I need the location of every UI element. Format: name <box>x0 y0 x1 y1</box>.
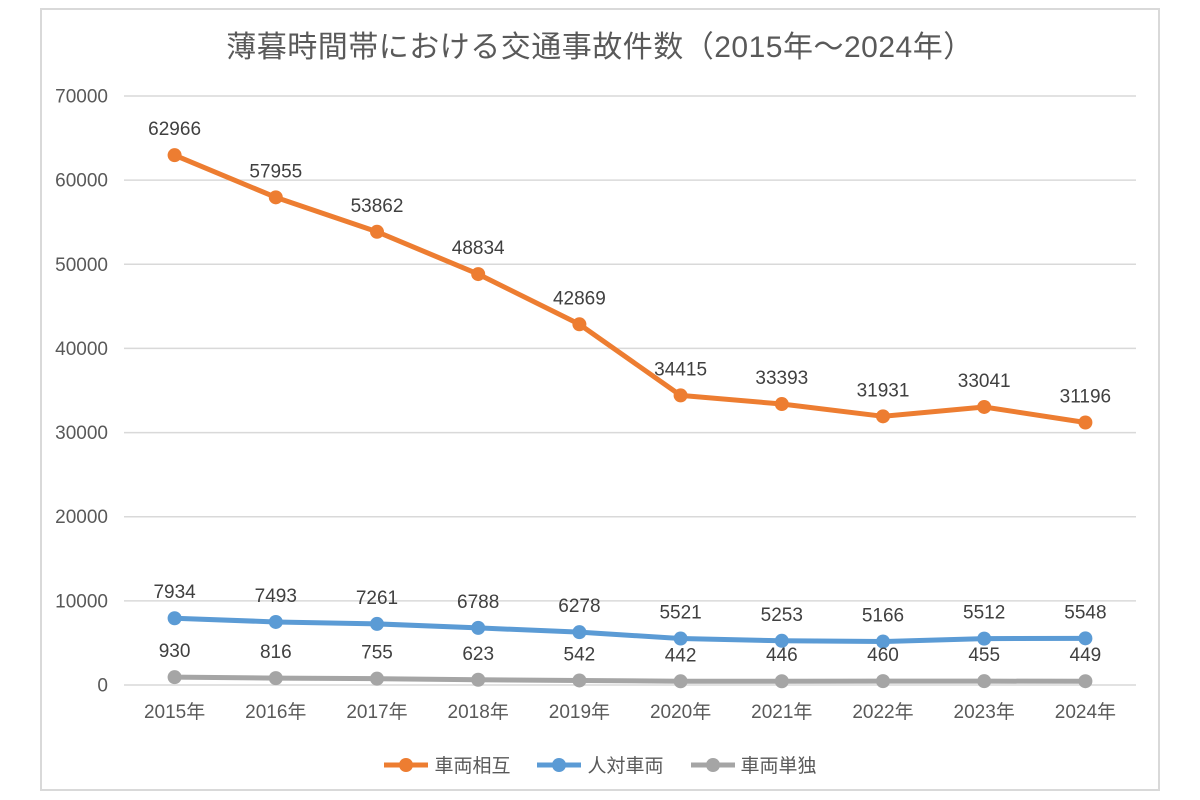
data-point-marker <box>774 674 789 689</box>
y-axis-tick-label: 0 <box>97 676 108 697</box>
data-point-marker <box>876 674 890 689</box>
data-label: 31931 <box>857 380 910 401</box>
series-line <box>173 152 1086 425</box>
x-axis-tick-label: 2015年 <box>144 701 205 723</box>
data-label: 62966 <box>148 119 201 140</box>
data-point-marker <box>673 631 688 646</box>
x-axis-tick-label: 2020年 <box>650 701 711 723</box>
x-axis-tick-label: 2017年 <box>346 701 407 723</box>
data-point-marker <box>471 620 486 635</box>
y-axis-tick-label: 60000 <box>55 171 108 192</box>
data-point-marker <box>1078 674 1093 689</box>
data-label: 6278 <box>558 596 600 617</box>
data-label: 31196 <box>1060 387 1111 408</box>
data-label: 42869 <box>553 288 606 309</box>
x-axis-tick-label: 2016年 <box>245 701 306 723</box>
data-point-marker <box>977 674 992 689</box>
data-point-marker <box>1078 415 1093 430</box>
data-label: 48834 <box>452 238 505 259</box>
x-axis-tick-label: 2019年 <box>549 701 610 723</box>
data-label: 6788 <box>457 592 499 613</box>
data-point-marker <box>167 148 182 163</box>
x-axis-tick-label: 2024年 <box>1055 701 1116 723</box>
y-axis-tick-label: 70000 <box>55 87 108 108</box>
data-point-marker <box>370 671 384 686</box>
legend-line-dot-marker <box>537 757 582 772</box>
data-label: 34415 <box>654 359 707 380</box>
data-label: 449 <box>1070 645 1102 666</box>
chart-plot-border <box>40 8 1160 791</box>
x-axis-tick-label: 2018年 <box>448 701 509 723</box>
data-point-marker <box>370 616 384 631</box>
data-label: 5166 <box>862 606 904 627</box>
data-label: 5521 <box>659 603 701 624</box>
data-label: 57955 <box>249 161 302 182</box>
legend: 車両相互 人対車両 車両単独 <box>40 751 1160 778</box>
data-label: 7261 <box>356 588 398 609</box>
legend-line-dot-marker <box>690 757 735 772</box>
data-label: 53862 <box>351 196 404 217</box>
data-label: 442 <box>665 645 697 666</box>
data-label: 623 <box>462 644 494 665</box>
data-point-marker <box>268 671 283 686</box>
legend-line-dot-marker <box>384 757 429 772</box>
data-point-marker <box>167 670 182 685</box>
data-point-marker <box>774 397 789 412</box>
data-point-marker <box>876 409 890 424</box>
data-label: 7934 <box>153 582 196 603</box>
y-axis-tick-label: 10000 <box>55 591 108 612</box>
data-point-marker <box>471 267 486 282</box>
x-axis-tick-label: 2022年 <box>852 701 913 723</box>
legend-label: 車両単独 <box>740 756 817 777</box>
data-label: 5548 <box>1064 602 1106 623</box>
data-point-marker <box>977 399 992 414</box>
data-label: 33393 <box>755 368 808 389</box>
data-label: 460 <box>867 645 899 666</box>
data-point-marker <box>572 673 587 688</box>
series-line <box>174 615 1086 645</box>
data-point-marker <box>471 672 486 687</box>
data-label: 542 <box>564 644 596 665</box>
data-label: 446 <box>766 645 798 666</box>
data-point-marker <box>876 634 890 649</box>
data-point-marker <box>572 625 587 640</box>
x-axis-tick-label: 2021年 <box>751 701 812 723</box>
data-point-marker <box>673 674 688 689</box>
data-label: 5253 <box>761 605 803 626</box>
y-axis-tick-label: 20000 <box>55 507 108 528</box>
data-point-marker <box>774 633 789 648</box>
data-label: 33041 <box>958 371 1011 392</box>
data-point-marker <box>673 388 688 403</box>
data-point-marker <box>268 614 283 629</box>
legend-label: 車両相互 <box>434 756 511 777</box>
data-label: 455 <box>968 645 1000 666</box>
data-label: 755 <box>361 643 393 664</box>
legend-item-person-vs-vehicle: 人対車両 <box>536 751 664 778</box>
data-label: 5512 <box>963 603 1005 624</box>
legend-item-vehicle-to-vehicle: 車両相互 <box>383 751 510 778</box>
legend-item-single-vehicle: 車両単独 <box>690 751 817 778</box>
data-label: 930 <box>159 641 191 662</box>
data-point-marker <box>167 611 182 626</box>
chart-title: 薄暮時間帯における交通事故件数（2015年～2024年） <box>226 31 974 64</box>
series-line <box>174 674 1086 684</box>
y-axis-tick-label: 30000 <box>55 423 108 444</box>
x-axis-tick-label: 2023年 <box>954 701 1015 723</box>
y-axis-tick-label: 40000 <box>55 339 108 360</box>
data-point-marker <box>977 631 992 646</box>
y-axis-tick-label: 50000 <box>55 255 108 276</box>
data-point-marker <box>268 190 283 205</box>
data-point-marker <box>572 317 587 332</box>
data-point-marker <box>1078 631 1093 646</box>
legend-label: 人対車両 <box>587 756 664 777</box>
data-label: 7493 <box>255 586 297 607</box>
data-label: 816 <box>260 642 292 663</box>
data-point-marker <box>370 224 384 239</box>
